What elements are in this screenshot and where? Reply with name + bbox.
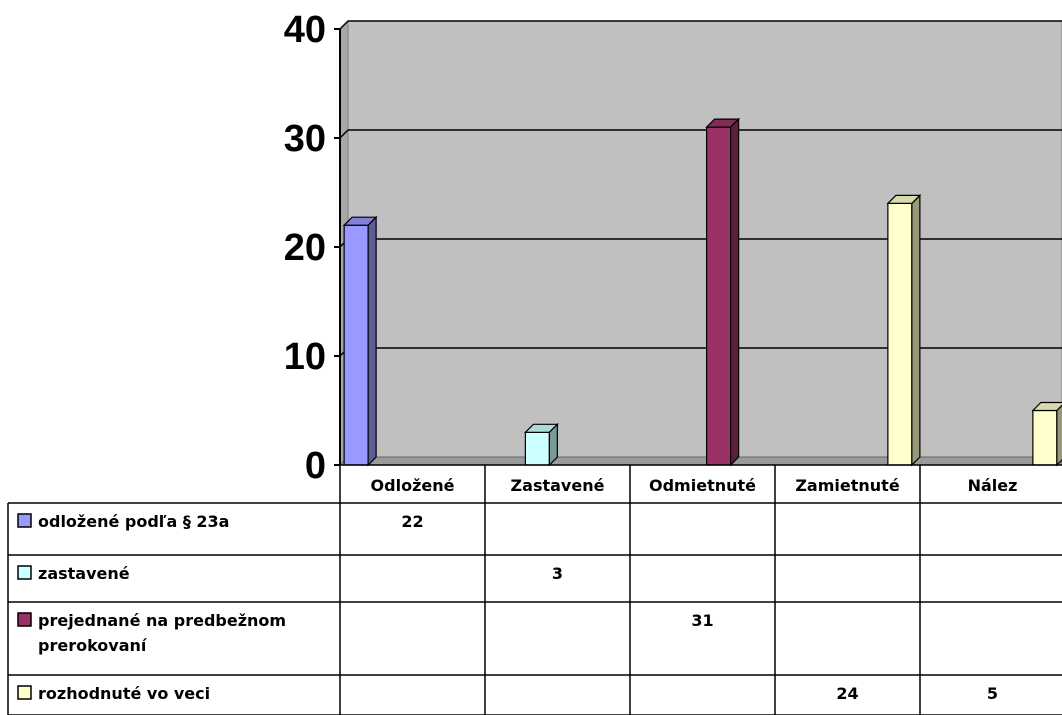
bar-side (730, 117, 740, 467)
legend-key (17, 565, 32, 580)
legend-label: prejednané na predbežnom (38, 611, 286, 630)
legend-key (17, 513, 32, 528)
legend-label: prerokovaní (38, 636, 148, 655)
category-label: Zamietnuté (795, 476, 899, 495)
category-label: Nález (968, 476, 1018, 495)
legend-label: zastavené (38, 564, 130, 583)
bar-4-3 (1031, 401, 1062, 467)
bar-0-0 (342, 215, 378, 467)
bar-front (887, 202, 913, 466)
bar-side (367, 215, 377, 467)
bar-3-3 (886, 193, 922, 467)
bar-1-1 (523, 422, 559, 467)
legend-key (17, 685, 32, 700)
legend-label: rozhodnuté vo veci (38, 684, 210, 703)
bar-front (1032, 409, 1058, 466)
y-tick-label: 0 (305, 445, 326, 487)
bar-front (524, 431, 550, 466)
y-tick-label: 40 (284, 9, 326, 51)
bar-top (1031, 401, 1062, 412)
data-label: 31 (691, 611, 713, 630)
bar-front (343, 224, 369, 466)
bar-front (706, 126, 732, 466)
y-tick-label: 20 (284, 227, 326, 269)
bar-2-2 (705, 117, 741, 467)
gridline-side (339, 129, 349, 139)
legend-label: odložené podľa § 23a (38, 512, 229, 531)
legend-key (17, 612, 32, 627)
y-tick-label: 10 (284, 336, 326, 378)
bar-side (911, 193, 921, 467)
data-label: 22 (401, 512, 423, 531)
category-label: Zastavené (511, 476, 605, 495)
data-label: 5 (987, 684, 998, 703)
category-label: Odmietnuté (649, 476, 756, 495)
plot-floor (338, 456, 1062, 466)
data-label: 24 (836, 684, 858, 703)
gridline-side (339, 20, 349, 30)
bar-side (548, 422, 558, 467)
category-label: Odložené (371, 476, 455, 495)
y-tick-label: 30 (284, 118, 326, 160)
data-label: 3 (552, 564, 563, 583)
bar-side (1056, 404, 1062, 467)
